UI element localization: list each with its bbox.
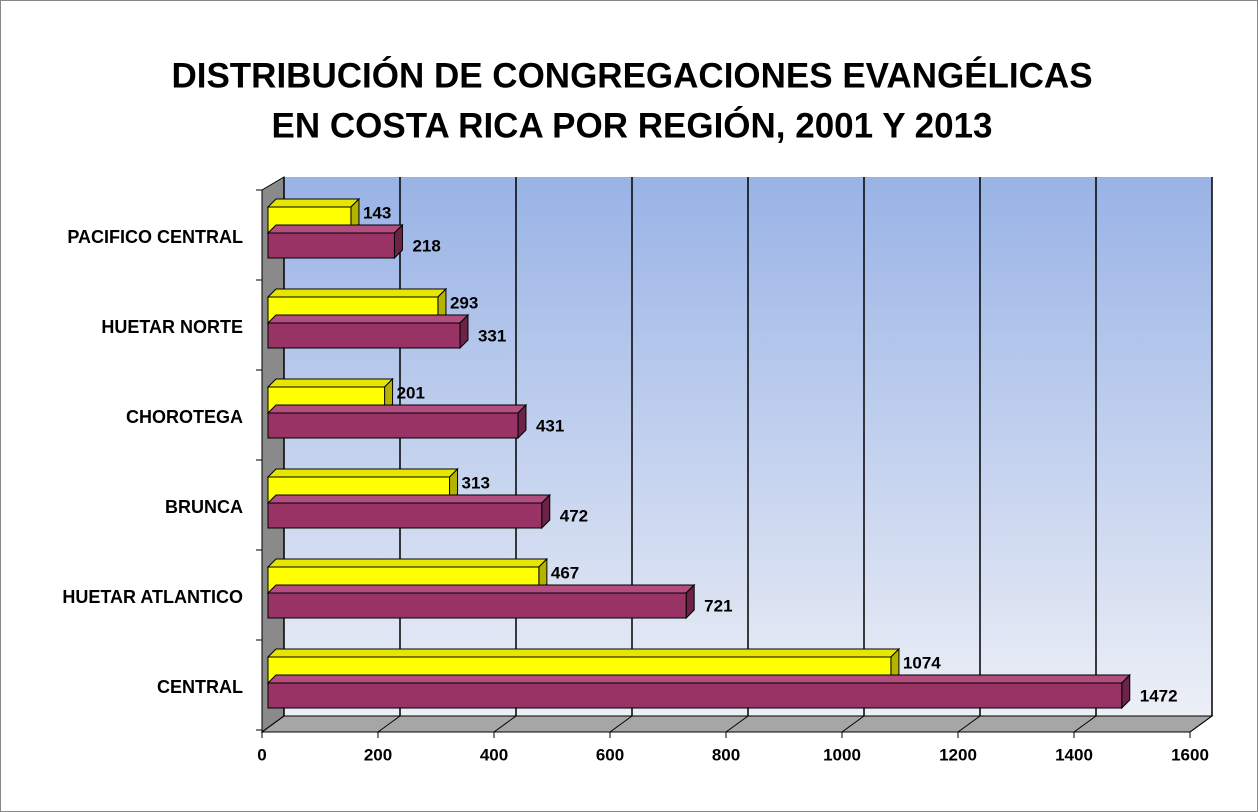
grid-line [493,715,517,733]
y-tick-label: HUETAR ATLANTICO [62,587,243,607]
bar-front [267,502,543,529]
y-tick-label: CENTRAL [157,677,243,697]
bar [266,313,470,350]
x-tick-label: 800 [712,745,740,764]
grid-line [957,715,981,733]
bar-top [266,648,901,658]
x-tick-label: 1400 [1055,745,1093,764]
bar-top [266,198,361,208]
value-label: 721 [704,596,732,615]
bar-top [266,288,448,298]
value-label: 313 [462,473,490,492]
x-tick-label: 1200 [939,745,977,764]
bar-front [267,322,461,349]
grid-line [377,715,401,733]
bar-top [266,674,1131,684]
grid-line [1189,715,1213,733]
grid-line [261,715,285,733]
bar [266,583,696,620]
y-tick-label: CHOROTEGA [126,407,243,427]
bar-front [267,412,519,439]
x-tick-label: 1000 [823,745,861,764]
grid-line [1073,715,1097,733]
y-tick-label: BRUNCA [165,497,243,517]
bar-top [266,404,528,414]
bar-front [267,592,687,619]
bar-top [266,224,404,234]
grid-line [609,715,633,733]
x-tick-label: 600 [596,745,624,764]
bar-top [266,314,470,324]
bar [266,673,1131,710]
x-tick-label: 400 [480,745,508,764]
value-label: 218 [412,236,440,255]
x-tick-label: 0 [257,745,266,764]
y-tick-label: PACIFICO CENTRAL [67,227,243,247]
bar-top [266,468,459,478]
grid-line [725,715,749,733]
bar [266,403,528,440]
bar [266,223,404,260]
bar-top [266,558,549,568]
x-tick-label: 1600 [1171,745,1209,764]
y-tick-label: HUETAR NORTE [101,317,243,337]
value-label: 331 [478,326,506,345]
value-label: 201 [397,383,425,402]
chart-title: EN COSTA RICA POR REGIÓN, 2001 Y 2013 [272,105,993,145]
value-label: 472 [560,506,588,525]
value-label: 1472 [1140,686,1178,705]
value-label: 467 [551,563,579,582]
bar-top [266,584,696,594]
grid-line [841,715,865,733]
value-label: 1074 [903,653,941,672]
value-label: 143 [363,203,391,222]
chart-title: DISTRIBUCIÓN DE CONGREGACIONES EVANGÉLIC… [171,55,1092,95]
x-tick-label: 200 [364,745,392,764]
bar-front [267,682,1123,709]
bar-front [267,232,395,259]
bar-top [266,494,551,504]
category-ticks [256,189,262,731]
value-label: 293 [450,293,478,312]
bar [266,493,551,530]
bar-top [266,378,394,388]
value-label: 431 [536,416,564,435]
